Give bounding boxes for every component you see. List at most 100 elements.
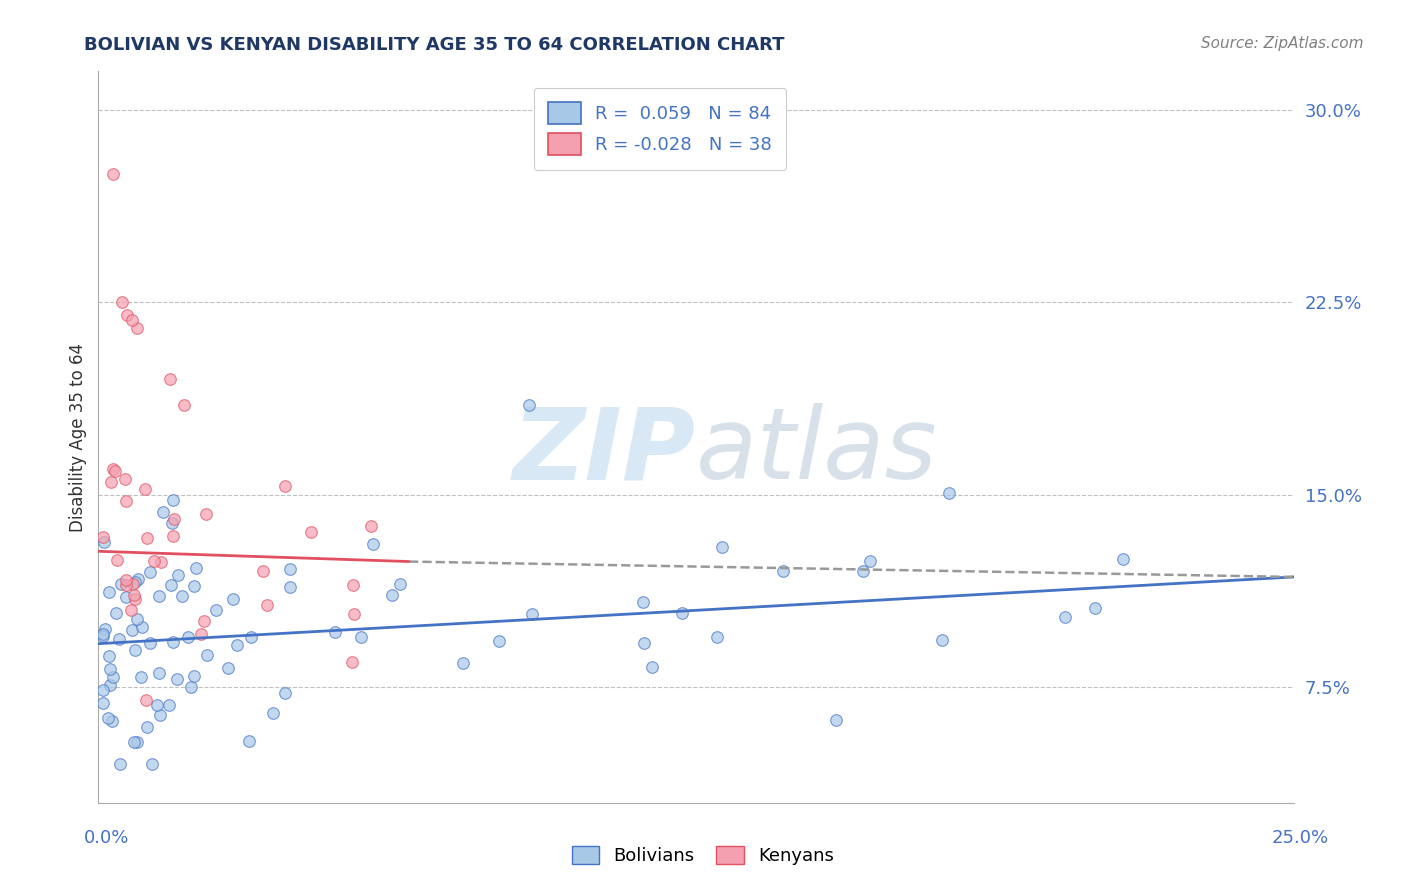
Point [110,757,132,772]
Point [195,648,218,663]
Point [711,540,734,554]
Point [360,519,382,533]
Point [98,585,121,599]
Point [98,678,121,692]
Point [671,607,693,621]
Point [190,627,212,641]
Point [162,493,184,508]
Point [139,565,162,579]
Point [172,589,194,603]
Point [825,713,848,727]
Point [162,635,184,649]
Point [141,757,163,772]
Point [124,592,146,607]
Point [122,735,145,749]
Point [273,479,295,493]
Point [104,607,127,621]
Point [226,638,249,652]
Point [517,398,540,412]
Point [104,464,127,478]
Point [134,482,156,496]
Point [852,564,875,578]
Point [162,529,184,543]
Legend: R =  0.059   N = 84, R = -0.028   N = 38: R = 0.059 N = 84, R = -0.028 N = 38 [534,87,786,169]
Point [101,167,124,181]
Point [105,552,128,566]
Point [91,683,114,698]
Point [205,602,228,616]
Point [217,661,239,675]
Point [186,561,208,575]
Point [859,554,882,568]
Point [160,516,183,530]
Point [100,714,122,728]
Point [124,575,146,590]
Point [173,398,195,412]
Point [122,588,145,602]
Point [114,472,136,486]
Point [520,607,543,621]
Point [100,475,122,489]
Point [97,711,120,725]
Point [451,656,474,670]
Point [91,530,114,544]
Point [127,735,149,749]
Point [148,665,170,680]
Point [183,579,205,593]
Point [1112,552,1135,566]
Point [342,656,364,670]
Point [148,589,170,603]
Point [221,591,243,606]
Point [111,295,134,310]
Point [143,553,166,567]
Point [278,561,301,575]
Point [101,462,124,476]
Point [931,633,953,648]
Point [342,607,364,621]
Point [938,486,960,500]
Point [91,626,114,640]
Point [166,673,188,687]
Point [323,625,346,640]
Point [115,573,138,587]
Point [114,590,136,604]
Point [127,572,149,586]
Point [159,372,181,386]
Text: 0.0%: 0.0% [84,830,129,847]
Text: ZIP: ZIP [513,403,696,500]
Point [183,669,205,683]
Point [97,648,120,663]
Text: BOLIVIAN VS KENYAN DISABILITY AGE 35 TO 64 CORRELATION CHART: BOLIVIAN VS KENYAN DISABILITY AGE 35 TO … [84,36,785,54]
Legend: Bolivians, Kenyans: Bolivians, Kenyans [564,837,842,874]
Point [633,595,655,609]
Point [146,698,169,712]
Point [177,630,200,644]
Point [110,577,132,591]
Point [101,670,124,684]
Point [163,512,186,526]
Point [149,555,172,569]
Point [121,623,143,637]
Point [252,564,274,578]
Point [299,524,322,539]
Text: atlas: atlas [696,403,938,500]
Point [1084,600,1107,615]
Point [125,612,148,626]
Point [139,636,162,650]
Point [91,629,114,643]
Point [706,630,728,644]
Point [94,622,117,636]
Point [239,630,262,644]
Text: 25.0%: 25.0% [1271,830,1329,847]
Point [193,614,215,628]
Point [633,635,655,649]
Point [131,620,153,634]
Point [641,660,664,674]
Point [93,534,115,549]
Point [388,577,411,591]
Point [98,662,121,676]
Text: Source: ZipAtlas.com: Source: ZipAtlas.com [1201,36,1364,51]
Point [125,321,148,335]
Point [274,686,297,700]
Point [121,313,143,327]
